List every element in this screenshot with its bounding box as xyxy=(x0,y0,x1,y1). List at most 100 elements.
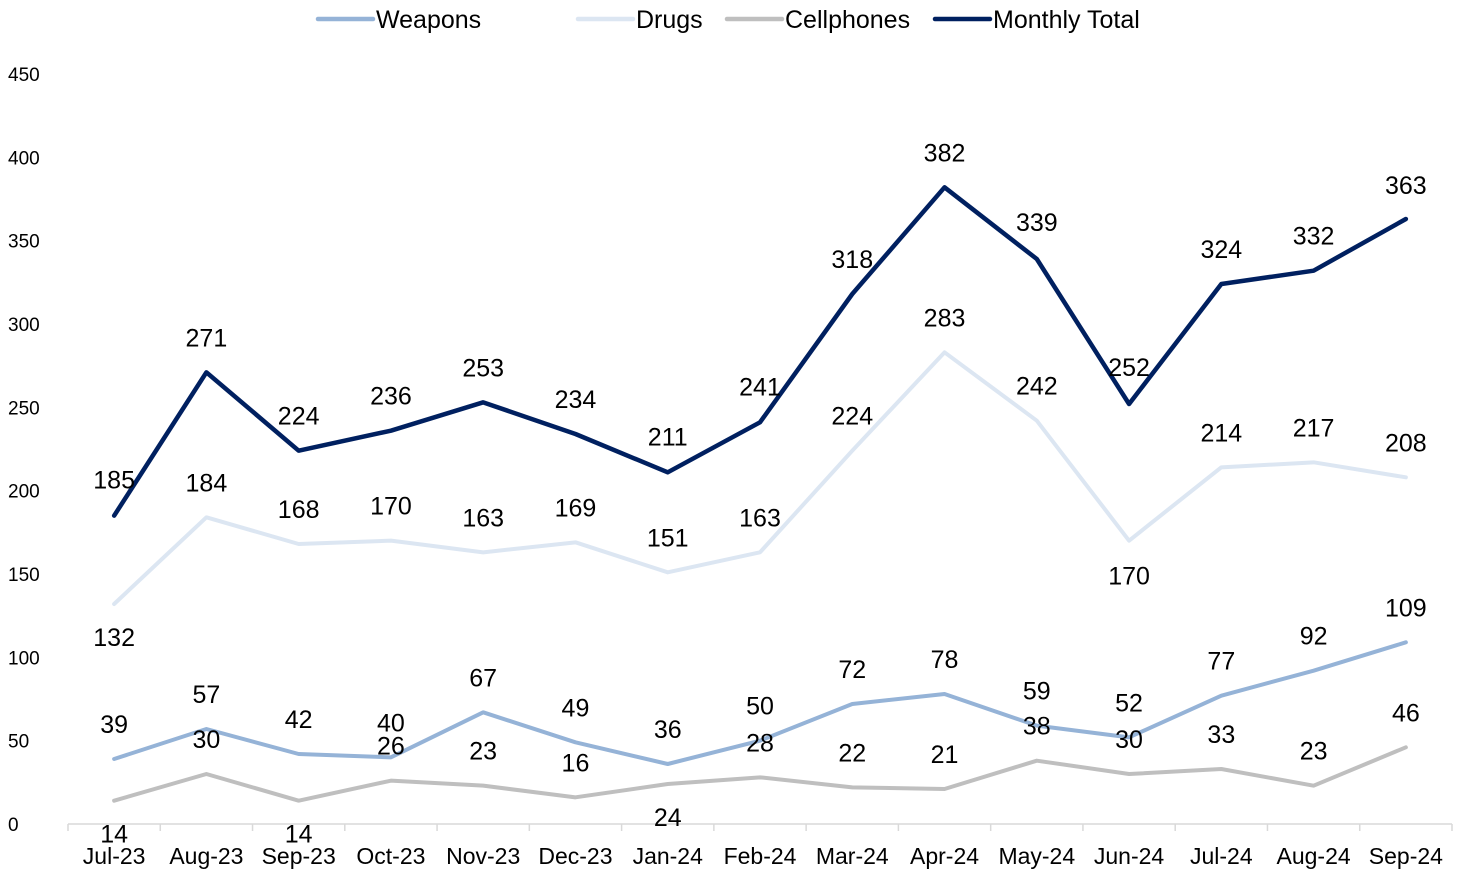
data-label-monthly-total: 224 xyxy=(278,403,320,431)
x-tick-label: Mar-24 xyxy=(816,843,889,869)
data-label-drugs: 184 xyxy=(186,469,228,497)
data-label-monthly-total: 332 xyxy=(1293,223,1335,251)
data-label-monthly-total: 253 xyxy=(462,354,504,382)
x-tick-label: Nov-23 xyxy=(446,843,520,869)
data-label-weapons: 92 xyxy=(1300,623,1328,651)
y-tick-label: 150 xyxy=(8,565,40,586)
data-label-weapons: 77 xyxy=(1207,648,1235,676)
x-tick-label: Aug-23 xyxy=(169,843,243,869)
data-label-drugs: 170 xyxy=(1108,563,1150,591)
legend-label-cellphones: Cellphones xyxy=(785,6,910,34)
legend-label-weapons: Weapons xyxy=(376,6,481,34)
data-label-monthly-total: 241 xyxy=(739,373,781,401)
data-label-drugs: 217 xyxy=(1293,414,1335,442)
data-label-monthly-total: 271 xyxy=(186,324,228,352)
legend: Weapons Drugs Cellphones Monthly Total xyxy=(315,6,1140,34)
data-label-weapons: 42 xyxy=(285,706,313,734)
data-label-drugs: 163 xyxy=(462,504,504,532)
data-label-weapons: 36 xyxy=(654,716,682,744)
data-label-cellphones: 23 xyxy=(469,738,497,766)
y-tick-label: 300 xyxy=(8,315,40,336)
legend-label-monthly-total: Monthly Total xyxy=(993,6,1140,34)
data-label-drugs: 163 xyxy=(739,504,781,532)
data-label-monthly-total: 382 xyxy=(924,139,966,167)
data-label-cellphones: 33 xyxy=(1207,721,1235,749)
data-label-drugs: 169 xyxy=(555,494,597,522)
data-label-drugs: 283 xyxy=(924,304,966,332)
data-label-drugs: 224 xyxy=(831,403,873,431)
y-tick-label: 400 xyxy=(8,148,40,169)
data-label-monthly-total: 211 xyxy=(648,423,688,451)
data-label-cellphones: 38 xyxy=(1023,713,1051,741)
series-line-monthly-total xyxy=(111,185,1409,518)
data-label-monthly-total: 252 xyxy=(1108,354,1150,382)
x-tick-label: Sep-24 xyxy=(1369,843,1443,869)
y-axis: 0 50 100 150 200 250 300 350 400 450 xyxy=(8,65,40,836)
y-tick-label: 50 xyxy=(8,732,29,753)
x-tick-label: Oct-23 xyxy=(356,843,425,869)
data-label-weapons: 39 xyxy=(100,711,128,739)
data-label-monthly-total: 339 xyxy=(1016,209,1058,237)
data-label-cellphones: 14 xyxy=(285,821,313,849)
data-label-weapons: 67 xyxy=(469,664,497,692)
data-label-cellphones: 30 xyxy=(192,726,220,754)
y-tick-label: 450 xyxy=(8,65,40,86)
data-label-drugs: 151 xyxy=(647,524,689,552)
data-label-weapons: 78 xyxy=(931,646,959,674)
x-tick-label: Jun-24 xyxy=(1094,843,1165,869)
data-label-weapons: 109 xyxy=(1385,594,1427,622)
data-label-weapons: 50 xyxy=(746,693,774,721)
data-label-monthly-total: 318 xyxy=(831,246,873,274)
series-line-cellphones xyxy=(112,745,1408,803)
y-tick-label: 250 xyxy=(8,398,40,419)
x-tick-label: Jul-23 xyxy=(83,843,146,869)
x-axis: Jul-23 Aug-23 Sep-23 Oct-23 Nov-23 Dec-23 Jan-… xyxy=(67,823,1453,869)
data-label-cellphones: 24 xyxy=(654,804,682,832)
data-label-drugs: 214 xyxy=(1200,419,1242,447)
series-line-drugs xyxy=(112,350,1408,606)
y-tick-label: 0 xyxy=(8,815,19,836)
data-label-monthly-total: 185 xyxy=(93,467,135,495)
data-label-monthly-total: 234 xyxy=(555,386,597,414)
data-label-drugs: 208 xyxy=(1385,429,1427,457)
data-label-weapons: 72 xyxy=(838,656,866,684)
data-label-cellphones: 23 xyxy=(1300,738,1328,766)
data-label-weapons: 52 xyxy=(1115,689,1143,717)
data-label-monthly-total: 324 xyxy=(1200,236,1242,264)
data-label-drugs: 168 xyxy=(278,496,320,524)
data-label-weapons: 40 xyxy=(377,709,405,737)
series-line-weapons xyxy=(112,640,1408,766)
data-label-weapons: 59 xyxy=(1023,678,1051,706)
x-tick-label: Aug-24 xyxy=(1277,843,1351,869)
data-label-cellphones: 46 xyxy=(1392,699,1420,727)
data-label-cellphones: 14 xyxy=(100,821,128,849)
x-tick-label: May-24 xyxy=(998,843,1075,869)
legend-label-drugs: Drugs xyxy=(636,6,703,34)
data-labels: 39 57 42 40 67 49 36 50 72 78 59 52 77 92 109 132 184 168… xyxy=(93,139,1426,848)
data-label-cellphones: 26 xyxy=(377,733,405,761)
x-tick-label: Dec-23 xyxy=(538,843,612,869)
data-label-drugs: 242 xyxy=(1016,373,1058,401)
y-tick-label: 100 xyxy=(8,648,40,669)
data-label-cellphones: 30 xyxy=(1115,726,1143,754)
data-label-monthly-total: 236 xyxy=(370,383,412,411)
data-label-drugs: 170 xyxy=(370,493,412,521)
data-label-monthly-total: 363 xyxy=(1385,172,1427,200)
data-label-cellphones: 28 xyxy=(746,729,774,757)
data-label-cellphones: 16 xyxy=(562,749,590,777)
y-tick-label: 350 xyxy=(8,232,40,253)
data-label-weapons: 49 xyxy=(562,694,590,722)
x-tick-label: Jan-24 xyxy=(633,843,704,869)
x-tick-label: Jul-24 xyxy=(1190,843,1253,869)
data-label-cellphones: 21 xyxy=(931,741,959,769)
x-tick-label: Sep-23 xyxy=(262,843,336,869)
x-tick-label: Apr-24 xyxy=(910,843,979,869)
data-label-weapons: 57 xyxy=(192,681,220,709)
data-label-drugs: 132 xyxy=(93,624,135,652)
y-tick-label: 200 xyxy=(8,482,40,503)
series-lines xyxy=(111,185,1409,803)
data-label-cellphones: 22 xyxy=(838,739,866,767)
x-tick-label: Feb-24 xyxy=(724,843,797,869)
